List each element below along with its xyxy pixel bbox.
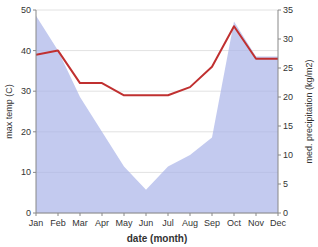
chart: 0 10 20 30 40 50 0 5 10 15 20 25 30 35 Jan Feb Mar Apr May…: [0, 0, 318, 247]
y-tick-label: 0: [26, 208, 31, 218]
y2-axis-label: med. precipitation (kg/m2): [304, 59, 314, 163]
x-tick-label: Oct: [227, 218, 242, 228]
y2-tick: [278, 97, 281, 98]
y-tick-label: 30: [21, 86, 31, 96]
x-tick: [36, 213, 37, 216]
x-tick-label: Dec: [270, 218, 287, 228]
x-tick-label: May: [115, 218, 133, 228]
y2-tick: [278, 68, 281, 69]
y2-tick-label: 25: [283, 63, 293, 73]
x-tick: [278, 213, 279, 216]
grid-line: [36, 213, 278, 214]
x-tick-label: Apr: [95, 218, 109, 228]
y2-tick-label: 30: [283, 34, 293, 44]
x-tick: [212, 213, 213, 216]
x-tick: [168, 213, 169, 216]
precipitation-area: [36, 16, 278, 213]
y-tick: [33, 50, 36, 51]
y-axis-line: [36, 10, 37, 213]
x-tick-label: Aug: [182, 218, 198, 228]
y2-tick: [278, 184, 281, 185]
y-axis-label: max temp (C): [4, 84, 14, 139]
x-tick-label: Jun: [139, 218, 154, 228]
x-tick: [190, 213, 191, 216]
x-axis-line: [36, 213, 278, 214]
y2-tick-label: 35: [283, 5, 293, 15]
grid-line: [36, 10, 278, 11]
y-tick-label: 40: [21, 46, 31, 56]
y2-tick-label: 0: [283, 208, 288, 218]
y2-tick: [278, 155, 281, 156]
x-tick-label: Feb: [50, 218, 66, 228]
grid: [36, 10, 278, 213]
temperature-line: [36, 26, 278, 95]
y2-tick: [278, 39, 281, 40]
x-tick-label: Mar: [72, 218, 88, 228]
x-tick: [102, 213, 103, 216]
y2-tick: [278, 10, 281, 11]
x-tick-label: Jul: [162, 218, 174, 228]
x-tick-label: Nov: [248, 218, 265, 228]
chart-container: 0 10 20 30 40 50 0 5 10 15 20 25 30 35 Jan Feb Mar Apr May…: [0, 0, 318, 247]
x-tick: [256, 213, 257, 216]
y-tick: [33, 131, 36, 132]
y-tick: [33, 172, 36, 173]
y2-tick-label: 5: [283, 179, 288, 189]
y2-tick-label: 10: [283, 150, 293, 160]
y-tick: [33, 10, 36, 11]
y2-tick: [278, 126, 281, 127]
x-tick: [146, 213, 147, 216]
y-tick-label: 50: [21, 5, 31, 15]
x-tick: [234, 213, 235, 216]
x-tick-label: Sep: [204, 218, 220, 228]
y-tick-label: 10: [21, 167, 31, 177]
x-tick: [124, 213, 125, 216]
y2-tick-label: 15: [283, 121, 293, 131]
y-tick-label: 20: [21, 127, 31, 137]
x-tick: [58, 213, 59, 216]
plot-area: [36, 16, 278, 213]
axes: [33, 10, 281, 216]
x-tick: [80, 213, 81, 216]
x-axis-label: date (month): [127, 233, 188, 244]
y-tick: [33, 91, 36, 92]
y2-tick-label: 20: [283, 92, 293, 102]
y2-axis-line: [278, 10, 279, 213]
x-tick-label: Jan: [29, 218, 44, 228]
